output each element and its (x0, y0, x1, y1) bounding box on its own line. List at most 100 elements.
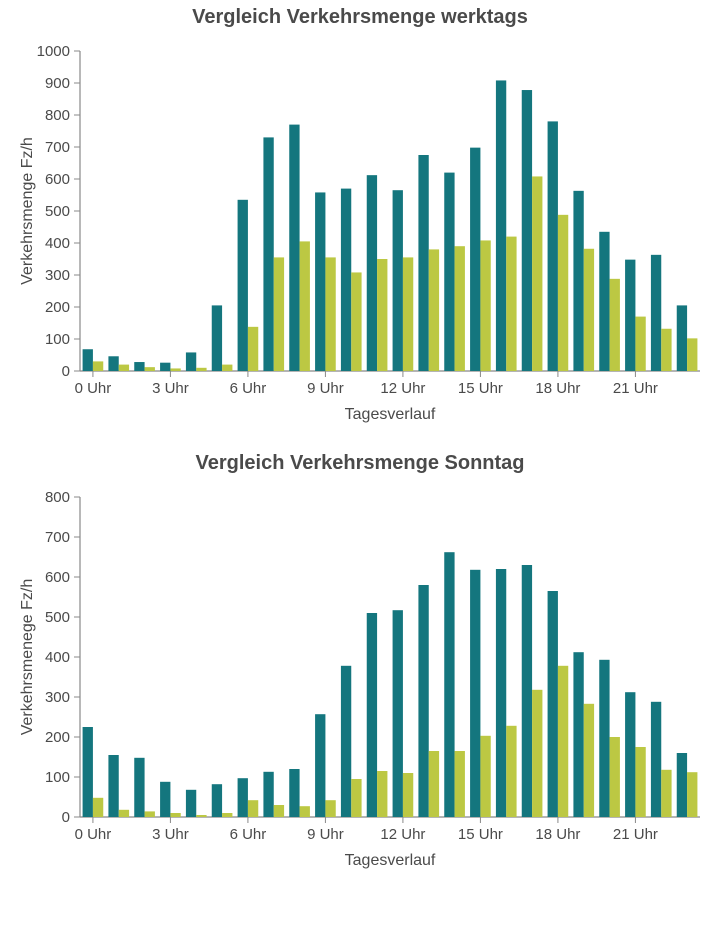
chart-weekday-title: Vergleich Verkehrsmenge werktags (0, 6, 720, 29)
bar-series1 (522, 565, 532, 817)
bar-series1 (83, 727, 93, 817)
bar-series2 (196, 815, 206, 817)
bar-series2 (532, 690, 542, 817)
bar-series2 (248, 800, 258, 817)
bar-series1 (160, 782, 170, 817)
bar-series2 (377, 259, 387, 371)
bar-series1 (212, 784, 222, 817)
y-tick-label: 0 (62, 363, 70, 380)
x-tick-label: 15 Uhr (458, 380, 503, 397)
bar-series1 (599, 232, 609, 371)
bar-series2 (558, 215, 568, 371)
bar-series2 (274, 805, 284, 817)
bar-series1 (548, 121, 558, 371)
bar-series1 (289, 125, 299, 371)
x-tick-label: 21 Uhr (613, 380, 658, 397)
bar-series2 (222, 365, 232, 371)
bar-series1 (418, 155, 428, 371)
bar-series1 (238, 778, 248, 817)
bar-series2 (687, 772, 697, 817)
x-axis-label: Tagesverlauf (345, 406, 436, 423)
bar-series1 (83, 349, 93, 371)
bar-series1 (599, 660, 609, 817)
bar-series2 (196, 368, 206, 371)
bar-series2 (610, 279, 620, 371)
bar-series1 (367, 175, 377, 371)
bar-series1 (470, 570, 480, 817)
x-tick-label: 18 Uhr (535, 380, 580, 397)
y-tick-label: 400 (45, 235, 70, 252)
y-axis-label: Verkehrsmenge Fz/h (19, 137, 36, 285)
x-tick-label: 18 Uhr (535, 826, 580, 843)
bar-series2 (558, 666, 568, 817)
bar-series1 (263, 772, 273, 817)
y-tick-label: 500 (45, 203, 70, 220)
y-tick-label: 200 (45, 729, 70, 746)
bar-series1 (341, 189, 351, 371)
bar-series2 (300, 241, 310, 371)
bar-series2 (300, 806, 310, 817)
bar-series1 (134, 758, 144, 817)
bar-series1 (212, 305, 222, 371)
bar-series1 (315, 714, 325, 817)
bar-series1 (651, 702, 661, 817)
x-tick-label: 9 Uhr (307, 826, 344, 843)
bar-series1 (625, 260, 635, 371)
bar-series1 (341, 666, 351, 817)
y-tick-label: 500 (45, 609, 70, 626)
y-tick-label: 400 (45, 649, 70, 666)
y-tick-label: 600 (45, 171, 70, 188)
bar-series1 (496, 569, 506, 817)
bar-series1 (573, 652, 583, 817)
bar-series2 (145, 367, 155, 371)
bar-series1 (393, 610, 403, 817)
bar-series2 (377, 771, 387, 817)
bar-series1 (522, 90, 532, 371)
bar-series1 (238, 200, 248, 371)
bar-series1 (367, 613, 377, 817)
bar-series1 (160, 363, 170, 371)
bar-series1 (625, 692, 635, 817)
bar-series2 (455, 751, 465, 817)
x-tick-label: 15 Uhr (458, 826, 503, 843)
bar-series2 (584, 704, 594, 817)
bar-series2 (635, 317, 645, 371)
bar-series2 (325, 800, 335, 817)
x-tick-label: 0 Uhr (75, 380, 112, 397)
y-tick-label: 0 (62, 809, 70, 826)
bar-series2 (480, 736, 490, 817)
chart-sunday: Vergleich Verkehrsmenge Sonntag 01002003… (0, 452, 720, 892)
bar-series2 (170, 368, 180, 371)
y-tick-label: 900 (45, 75, 70, 92)
x-tick-label: 6 Uhr (230, 380, 267, 397)
bar-series1 (470, 148, 480, 371)
y-tick-label: 200 (45, 299, 70, 316)
bar-series2 (661, 329, 671, 371)
bar-series2 (248, 327, 258, 371)
y-tick-label: 100 (45, 331, 70, 348)
bar-series2 (119, 810, 129, 817)
bar-series2 (351, 272, 361, 371)
bar-series2 (532, 176, 542, 371)
bar-series2 (93, 798, 103, 817)
y-tick-label: 700 (45, 529, 70, 546)
bar-series1 (263, 137, 273, 371)
bar-series2 (429, 249, 439, 371)
x-tick-label: 6 Uhr (230, 826, 267, 843)
y-tick-label: 700 (45, 139, 70, 156)
bar-series2 (222, 813, 232, 817)
bar-series1 (186, 790, 196, 817)
bar-series1 (444, 552, 454, 817)
y-tick-label: 800 (45, 107, 70, 124)
bar-series1 (108, 755, 118, 817)
x-axis-label: Tagesverlauf (345, 852, 436, 869)
bar-series2 (480, 240, 490, 371)
bar-series1 (496, 80, 506, 371)
bar-series2 (170, 813, 180, 817)
chart-weekday: Vergleich Verkehrsmenge werktags 0 100 200… (0, 6, 720, 446)
x-tick-label: 12 Uhr (380, 380, 425, 397)
bar-series2 (429, 751, 439, 817)
bar-series2 (274, 257, 284, 371)
x-tick-label: 0 Uhr (75, 826, 112, 843)
bar-series1 (573, 191, 583, 371)
